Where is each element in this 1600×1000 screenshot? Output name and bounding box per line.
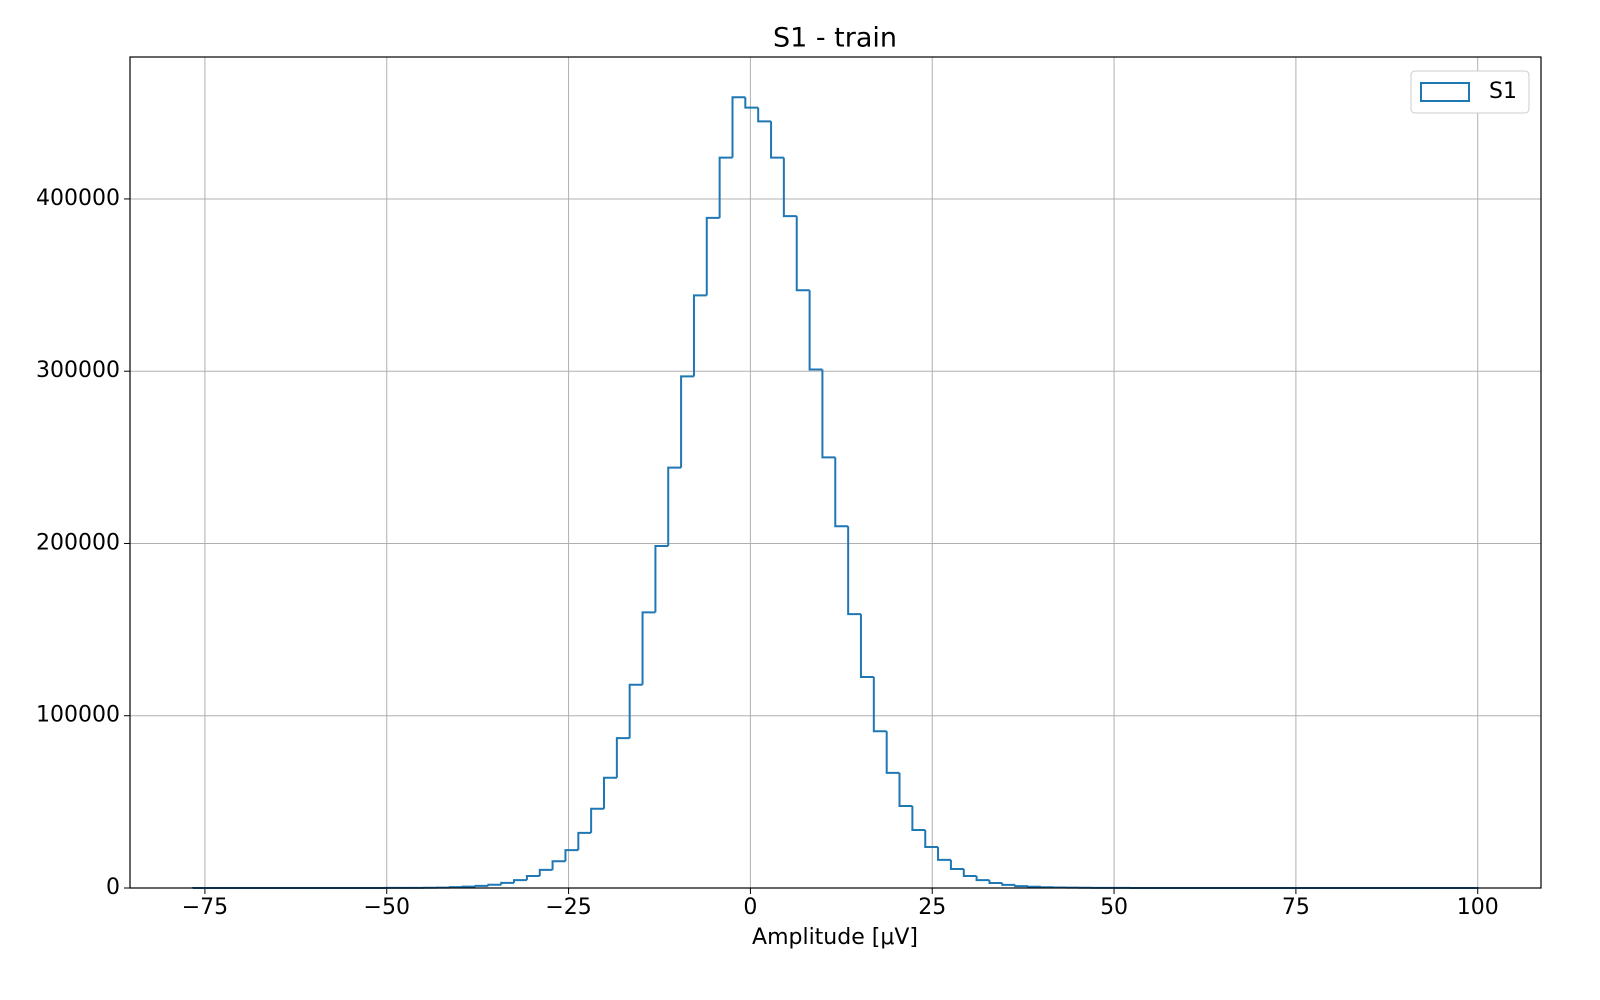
x-tick-label: 75	[1282, 895, 1310, 920]
histogram-bin	[911, 806, 926, 831]
x-tick-label: 100	[1457, 895, 1499, 920]
histogram-bin	[937, 847, 951, 861]
x-tick-label: −25	[545, 895, 591, 920]
histogram-bin	[474, 884, 489, 887]
legend-label: S1	[1489, 79, 1517, 104]
histogram-bin	[641, 611, 656, 685]
x-tick-label: −75	[182, 895, 228, 920]
histogram-bin	[551, 860, 566, 870]
x-tick-label: 0	[743, 895, 757, 920]
histogram-bin	[577, 831, 592, 851]
histogram-bin	[500, 881, 515, 885]
histogram-bin	[795, 216, 810, 292]
histogram-bin	[988, 880, 1003, 885]
y-tick-label: 200000	[36, 530, 120, 555]
x-axis-label: Amplitude [μV]	[752, 925, 918, 950]
histogram-bin	[564, 849, 579, 862]
histogram-bin	[898, 772, 913, 808]
histogram-bin	[628, 683, 643, 739]
x-tick-label: 50	[1100, 895, 1128, 920]
y-tick-label: 0	[106, 875, 120, 900]
histogram-bin	[602, 776, 617, 809]
y-tick-label: 400000	[36, 186, 120, 211]
histogram-bin	[949, 859, 964, 871]
y-tick-label: 100000	[36, 703, 120, 728]
histogram-bin	[847, 526, 861, 616]
histogram-bin	[461, 885, 476, 888]
histogram-bin	[731, 96, 746, 158]
y-tick-label: 300000	[36, 358, 120, 383]
histogram-bin	[487, 883, 502, 886]
legend-swatch	[1420, 82, 1470, 102]
x-tick-label: 25	[918, 895, 946, 920]
histogram-bin	[962, 869, 977, 877]
chart-title: S1 - train	[773, 23, 897, 54]
histogram-bin	[834, 457, 849, 528]
histogram-bin	[821, 369, 836, 459]
histogram-bin	[770, 121, 784, 159]
histogram-bin	[859, 614, 874, 678]
histogram-bin	[975, 875, 990, 882]
histogram-bin	[924, 829, 939, 849]
histogram-bin	[705, 216, 720, 296]
histogram-bin	[590, 807, 604, 833]
plot-frame	[129, 56, 1542, 889]
histogram-bin	[680, 375, 694, 468]
x-tick-label: −50	[364, 895, 410, 920]
histogram-bin	[667, 466, 682, 547]
histogram-bin	[654, 545, 669, 613]
histogram-bin	[782, 157, 797, 218]
histogram-bin	[718, 156, 733, 218]
histogram-bin	[757, 107, 772, 123]
histogram-bin	[538, 868, 553, 876]
histogram-bin	[615, 737, 630, 778]
histogram-bin	[744, 97, 759, 109]
histogram-bin	[692, 294, 707, 377]
histogram-bin	[885, 731, 900, 774]
histogram-bin	[808, 290, 823, 371]
histogram-bin	[1027, 885, 1041, 888]
histogram-bin	[1001, 883, 1016, 886]
histogram-bin	[513, 879, 527, 883]
histogram-bin	[525, 874, 540, 881]
histogram-bin	[1014, 884, 1029, 888]
histogram-bin	[872, 676, 887, 733]
